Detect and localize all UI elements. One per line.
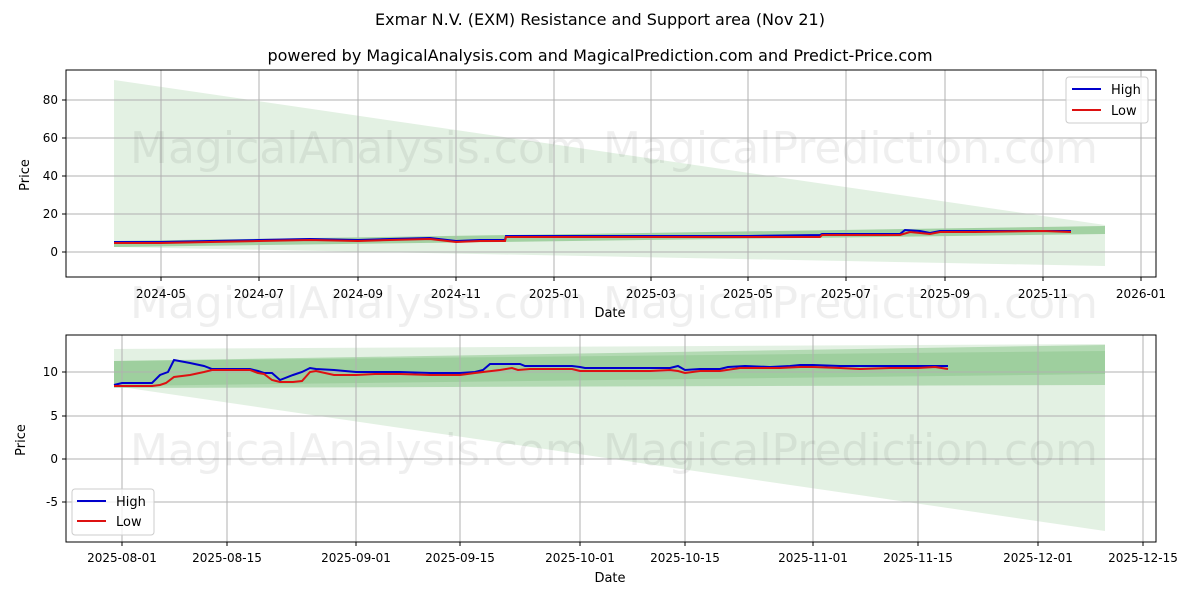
bottom-y-tick-labels: 10 5 0 -5 xyxy=(43,365,58,509)
bottom-forecast-band xyxy=(114,344,1105,531)
svg-text:2025-09-15: 2025-09-15 xyxy=(425,551,495,565)
svg-text:2024-07: 2024-07 xyxy=(234,287,284,301)
watermark-prediction: MagicalPrediction.com xyxy=(603,123,1098,174)
watermark-prediction-3: MagicalPrediction.com xyxy=(603,425,1098,476)
legend-high-label: High xyxy=(116,495,146,510)
legend-low-label: Low xyxy=(116,515,142,530)
top-grid xyxy=(66,70,1156,277)
bottom-axes-frame xyxy=(65,334,1157,543)
chart-title: Exmar N.V. (EXM) Resistance and Support … xyxy=(375,10,825,29)
top-y-tick-labels: 80 60 40 20 0 xyxy=(43,93,58,259)
svg-text:2025-07: 2025-07 xyxy=(821,287,871,301)
svg-text:2025-10-15: 2025-10-15 xyxy=(650,551,720,565)
svg-text:2025-03: 2025-03 xyxy=(626,287,676,301)
svg-text:2025-11: 2025-11 xyxy=(1018,287,1068,301)
top-y-axis-label: Price xyxy=(18,159,33,191)
svg-text:80: 80 xyxy=(43,93,58,107)
top-x-tick-labels: 2024-05 2024-07 2024-09 2024-11 2025-01 … xyxy=(136,287,1166,301)
chart-subtitle: powered by MagicalAnalysis.com and Magic… xyxy=(267,46,933,65)
svg-text:2025-09-01: 2025-09-01 xyxy=(321,551,391,565)
watermark-prediction-2: MagicalPrediction.com xyxy=(603,278,1098,329)
svg-text:2025-05: 2025-05 xyxy=(723,287,773,301)
svg-text:2024-11: 2024-11 xyxy=(431,287,481,301)
legend-high-label: High xyxy=(1111,83,1141,98)
bottom-low-line xyxy=(114,365,949,387)
top-chart: MagicalAnalysis.com MagicalPrediction.co… xyxy=(18,69,1166,329)
top-low-line xyxy=(114,229,1072,244)
bottom-grid xyxy=(66,335,1156,542)
svg-text:10: 10 xyxy=(43,365,58,379)
bottom-y-axis-label: Price xyxy=(14,424,29,456)
svg-text:2025-08-01: 2025-08-01 xyxy=(87,551,157,565)
watermark-analysis-2: MagicalAnalysis.com xyxy=(130,278,588,329)
top-axes-frame xyxy=(65,69,1157,278)
svg-text:0: 0 xyxy=(50,245,58,259)
svg-text:2026-01: 2026-01 xyxy=(1116,287,1166,301)
bottom-x-tick-labels: 2025-08-01 2025-08-15 2025-09-01 2025-09… xyxy=(87,551,1178,565)
svg-text:2025-08-15: 2025-08-15 xyxy=(192,551,262,565)
svg-text:2024-05: 2024-05 xyxy=(136,287,186,301)
svg-text:20: 20 xyxy=(43,207,58,221)
svg-text:2025-10-01: 2025-10-01 xyxy=(545,551,615,565)
svg-text:60: 60 xyxy=(43,131,58,145)
svg-text:2025-01: 2025-01 xyxy=(529,287,579,301)
svg-text:2024-09: 2024-09 xyxy=(333,287,383,301)
watermark-analysis: MagicalAnalysis.com xyxy=(130,123,588,174)
svg-text:5: 5 xyxy=(50,409,58,423)
bottom-chart: MagicalAnalysis.com MagicalPrediction.co… xyxy=(14,334,1178,586)
top-legend: High Low xyxy=(1065,76,1149,124)
svg-text:0: 0 xyxy=(50,452,58,466)
svg-text:2025-12-01: 2025-12-01 xyxy=(1003,551,1073,565)
svg-text:2025-11-01: 2025-11-01 xyxy=(778,551,848,565)
svg-text:-5: -5 xyxy=(46,495,58,509)
svg-text:2025-11-15: 2025-11-15 xyxy=(883,551,953,565)
svg-text:40: 40 xyxy=(43,169,58,183)
svg-text:2025-12-15: 2025-12-15 xyxy=(1108,551,1178,565)
bottom-x-axis-label: Date xyxy=(594,571,625,586)
svg-text:2025-09: 2025-09 xyxy=(920,287,970,301)
top-forecast-band xyxy=(114,80,1105,266)
legend-low-label: Low xyxy=(1111,104,1137,119)
watermark-analysis-3: MagicalAnalysis.com xyxy=(130,425,588,476)
top-x-axis-label: Date xyxy=(594,306,625,321)
bottom-legend: High Low xyxy=(71,488,155,536)
